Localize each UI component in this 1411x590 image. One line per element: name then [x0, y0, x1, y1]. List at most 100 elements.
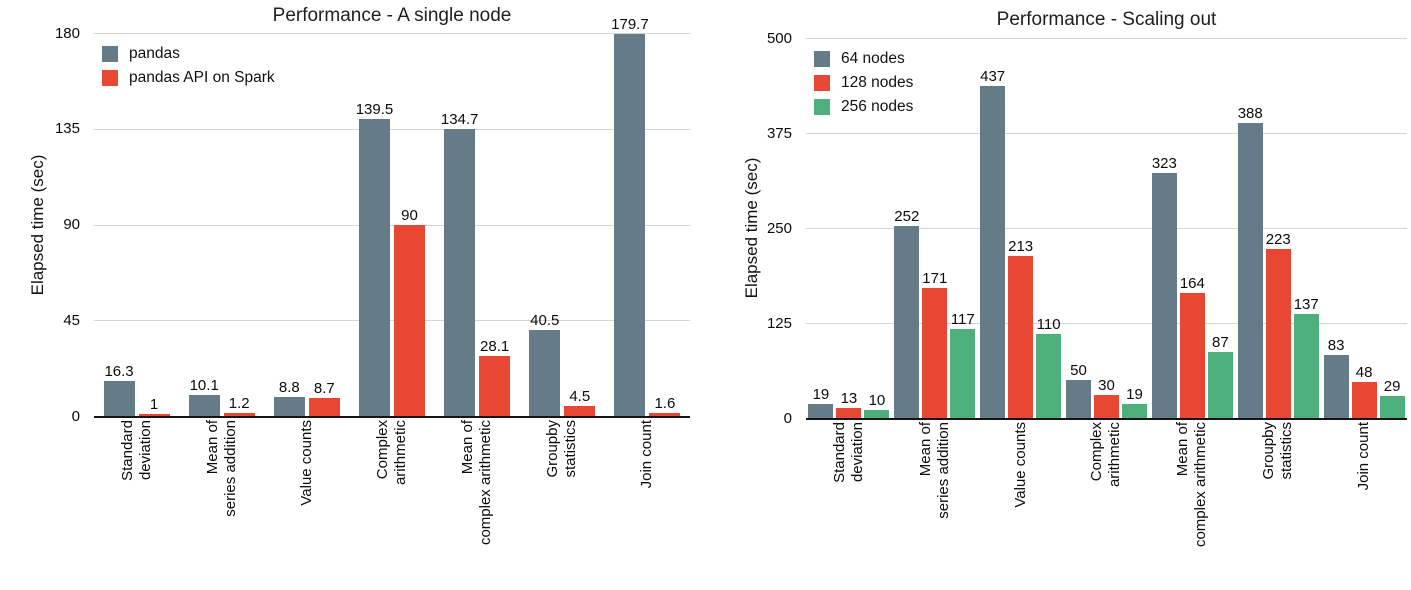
bar: [564, 406, 596, 416]
bar-and-label: 90: [393, 33, 425, 416]
bar: [649, 412, 681, 416]
bar-group: 16.3 1: [94, 33, 179, 416]
legend-swatch: [102, 46, 118, 62]
bar-value-label: 437: [980, 67, 1006, 85]
bar-value-label: 16.3: [104, 363, 134, 381]
bar: [864, 410, 890, 418]
bar-and-label: 137: [1294, 38, 1319, 418]
bar-value-label: 323: [1151, 154, 1177, 172]
legend-item: 128 nodes: [814, 74, 913, 92]
x-category-label: Join count: [638, 420, 656, 489]
bar-value-label: 171: [922, 270, 948, 288]
bar: [1293, 313, 1319, 418]
bar-value-label: 223: [1265, 230, 1291, 248]
bar-and-label: 134.7: [441, 33, 478, 416]
bar-value-label: 10: [868, 392, 886, 410]
bar-value-label: 4.5: [569, 388, 591, 406]
legend-label: pandas: [129, 45, 180, 62]
chart-single-node: Performance - A single node Elapsed time…: [28, 5, 690, 590]
bar-group: 10.1 1.2: [179, 33, 264, 416]
legend: 64 nodes 128 nodes 256 nodes: [814, 50, 913, 116]
gridline: [806, 228, 1407, 229]
bar-group: 50 30 19: [1064, 38, 1150, 418]
bar: [614, 33, 646, 416]
x-category-label: Mean of series addition: [916, 422, 952, 519]
bar: [188, 394, 220, 416]
legend-item: pandas: [102, 45, 275, 63]
bar-value-label: 252: [894, 208, 920, 226]
x-axis-labels: Standard deviation Mean of series additio…: [94, 418, 690, 590]
bar: [1323, 354, 1349, 418]
bar-value-label: 13: [840, 390, 858, 408]
x-category: Complex arithmetic: [349, 418, 434, 590]
x-category-label: Join count: [1355, 422, 1373, 491]
bar-and-label: 171: [922, 38, 947, 418]
bar-and-label: 28.1: [479, 33, 511, 416]
bar-and-label: 110: [1036, 38, 1062, 418]
x-category-label: Mean of complex arithmetic: [1174, 422, 1210, 548]
bar: [1265, 248, 1291, 418]
bar-and-label: 4.5: [564, 33, 596, 416]
bar-and-label: 19: [1122, 38, 1147, 418]
bar-and-label: 8.8: [273, 33, 305, 416]
gridline: [806, 38, 1407, 39]
bar: [1036, 334, 1062, 418]
bar-and-label: 16.3: [103, 33, 135, 416]
bar-value-label: 8.8: [278, 379, 300, 397]
bar-group: 83 48 29: [1321, 38, 1407, 418]
bar: [1151, 172, 1177, 418]
bar-value-label: 19: [1126, 385, 1143, 403]
bar-group: 8.8 8.7: [264, 33, 349, 416]
bar: [273, 397, 305, 416]
bar-value-label: 48: [1355, 363, 1373, 381]
bar-value-label: 1: [149, 395, 159, 413]
legend-swatch: [814, 99, 830, 115]
bar-value-label: 29: [1383, 377, 1401, 395]
bar-group: 40.5 4.5: [520, 33, 605, 416]
bar: [1379, 395, 1405, 418]
bar-and-label: 8.7: [308, 33, 340, 416]
bar-and-label: 83: [1323, 38, 1349, 418]
gridline: [806, 133, 1407, 134]
bar-and-label: 13: [836, 38, 862, 418]
bar-value-label: 10.1: [189, 376, 219, 394]
bar: [950, 329, 976, 418]
y-tick-label: 375: [766, 124, 792, 142]
x-category-label: Groupby statistics: [544, 420, 580, 478]
chart-scaling-out: Performance - Scaling out Elapsed time (…: [706, 0, 1411, 590]
legend-item: pandas API on Spark: [102, 69, 275, 87]
bar-group: 19 13 10: [806, 38, 892, 418]
bar-value-label: 50: [1070, 362, 1087, 379]
x-category-label: Value counts: [297, 420, 315, 506]
bar-and-label: 30: [1094, 38, 1119, 418]
bar-and-label: 10.1: [188, 33, 220, 416]
y-tick-label: 45: [63, 311, 80, 329]
chart-title: Performance - A single node: [272, 5, 512, 26]
bar: [922, 288, 948, 418]
bar: [836, 408, 862, 418]
bar-and-label: 437: [980, 38, 1005, 418]
x-category: Mean of series addition: [179, 418, 264, 590]
bar-and-label: 117: [950, 38, 976, 418]
bar-group: 134.7 28.1: [435, 33, 520, 416]
bar-and-label: 29: [1379, 38, 1405, 418]
bar-value-label: 139.5: [355, 101, 394, 119]
bar-value-label: 117: [950, 311, 975, 329]
x-category-label: Standard deviation: [830, 422, 866, 483]
y-tick-label: 0: [71, 407, 80, 425]
bar-and-label: 48: [1351, 38, 1377, 418]
bar: [1207, 351, 1233, 418]
legend-swatch: [102, 70, 118, 86]
bar-and-label: 50: [1066, 38, 1091, 418]
gridline: [94, 33, 690, 34]
bar-group: 388 223 137: [1235, 38, 1321, 418]
bar-and-label: 1: [138, 33, 170, 416]
plot-area: 64 nodes 128 nodes 256 nodes 19 13 10 252 171 1…: [806, 38, 1407, 420]
legend-label: 128 nodes: [841, 74, 914, 91]
bar-group: 139.5 90: [349, 33, 434, 416]
x-category: Groupby statistics: [520, 418, 605, 590]
chart-title: Performance - Scaling out: [996, 9, 1217, 30]
bar-and-label: 1.2: [223, 33, 255, 416]
bar-value-label: 90: [401, 206, 418, 224]
bar-value-label: 1.6: [654, 394, 676, 412]
